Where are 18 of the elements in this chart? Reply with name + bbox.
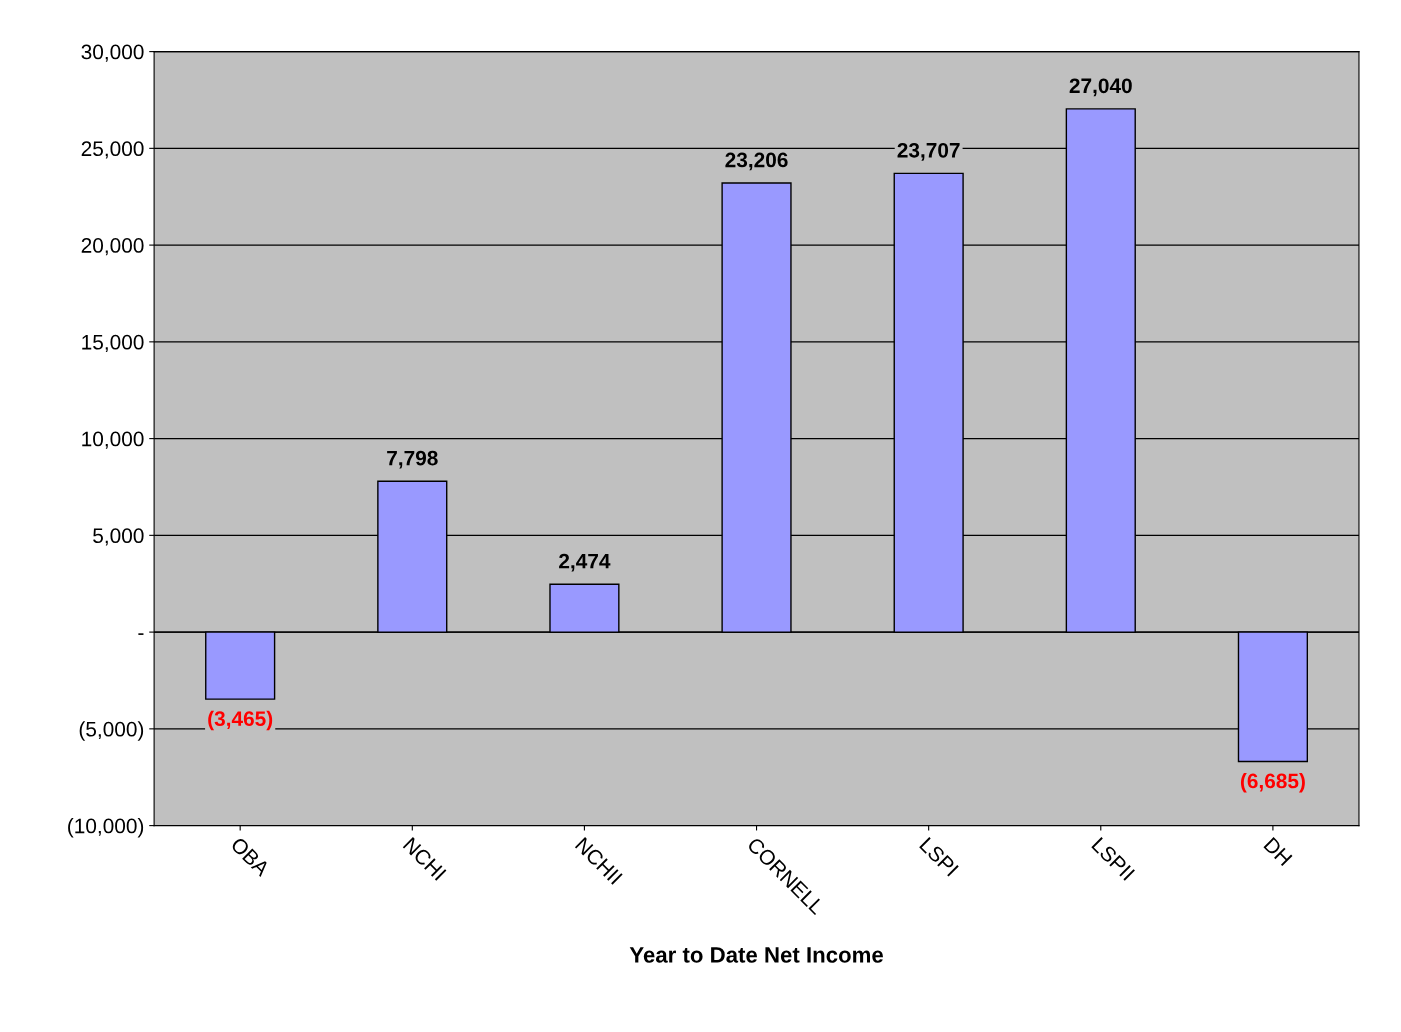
y-tick-label: - — [138, 633, 144, 635]
y-tick-label: 25,000 — [81, 141, 144, 159]
y-tick-label: 30,000 — [81, 44, 144, 62]
y-tick-label: 15,000 — [82, 334, 144, 353]
data-label: (6,685) — [1240, 773, 1305, 793]
data-label: 23,707 — [897, 142, 960, 161]
x-tick-label: DH — [1263, 837, 1293, 867]
y-tick-label: (5,000) — [79, 721, 144, 741]
x-axis-title: Year to Date Net Income — [629, 947, 883, 963]
data-label: 2,474 — [559, 553, 611, 572]
data-label: 7,798 — [387, 450, 438, 469]
data-label: 23,206 — [725, 152, 788, 171]
data-label: 27,040 — [1069, 78, 1132, 97]
y-tick-label: 5,000 — [93, 528, 144, 546]
y-tick-label: (10,000) — [68, 818, 144, 838]
data-label: (3,465) — [208, 710, 273, 731]
y-tick-label: 10,000 — [82, 431, 144, 449]
y-tick-label: 20,000 — [81, 238, 144, 256]
